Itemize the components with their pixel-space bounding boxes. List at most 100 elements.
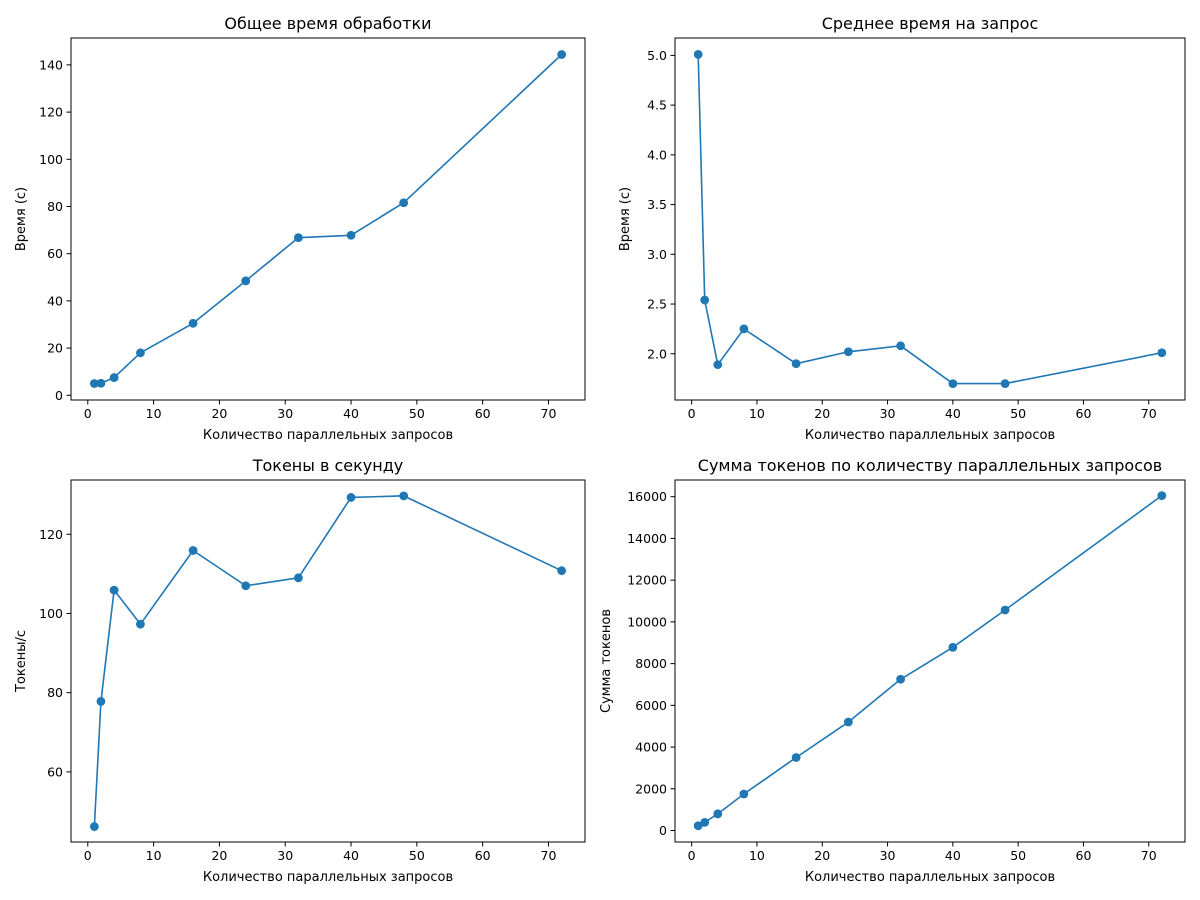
y-tick-label: 4.0 [647,147,667,162]
data-point [346,230,356,240]
x-tick-label: 70 [1141,848,1157,863]
x-tick-label: 20 [814,406,830,421]
y-tick-label: 3.0 [647,247,667,262]
x-tick-label: 70 [541,406,557,421]
data-point [96,378,106,388]
y-tick-label: 100 [39,152,63,167]
y-tick-label: 80 [47,685,63,700]
y-axis-label: Сумма токенов [599,609,614,713]
data-point [188,546,198,555]
y-tick-label: 2000 [635,781,667,796]
y-tick-label: 16000 [627,489,667,504]
x-tick-label: 70 [541,848,557,863]
y-tick-label: 4.5 [647,98,667,113]
x-tick-label: 20 [814,848,830,863]
y-tick-label: 20 [47,341,63,356]
data-point [1000,605,1010,615]
data-point [1000,379,1010,388]
x-tick-label: 0 [84,848,92,863]
x-tick-label: 50 [1010,406,1026,421]
data-point [96,696,106,706]
y-tick-label: 80 [47,199,63,214]
y-tick-label: 140 [39,57,63,72]
x-tick-label: 30 [880,848,896,863]
x-tick-label: 10 [146,406,162,421]
y-tick-label: 6000 [635,698,667,713]
x-tick-label: 60 [475,848,491,863]
data-point [241,276,251,286]
series-line [697,495,1163,827]
y-tick-label: 2.0 [647,346,667,361]
data-point [700,295,710,305]
data-point [109,585,119,595]
x-tick-label: 0 [688,406,696,421]
data-point [293,573,303,583]
data-point [293,233,303,243]
data-point [109,373,119,382]
y-tick-label: 12000 [627,573,667,588]
subplot-3: Токены в секунду 0 10 20 30 40 50 60 70 60 80 100 12… [14,456,586,885]
y-tick-label: 3.5 [647,197,667,212]
chart-title: Среднее время на запрос [822,14,1039,33]
y-tick-label: 10000 [627,614,667,629]
x-tick-label: 20 [211,848,227,863]
y-tick-label: 100 [39,606,63,621]
x-tick-label: 50 [1010,848,1026,863]
data-point [896,341,906,351]
data-point [948,642,958,652]
data-point [188,318,198,328]
y-tick-label: 2.5 [647,297,667,312]
y-tick-label: 14000 [627,531,667,546]
data-point [693,50,703,59]
chart-title: Общее время обработки [224,14,431,33]
y-axis-label: Время (с) [14,187,29,251]
x-tick-label: 50 [409,848,425,863]
x-tick-label: 0 [688,848,696,863]
x-axis-label: Количество параллельных запросов [203,870,453,885]
x-tick-label: 30 [277,848,293,863]
x-tick-label: 0 [84,406,92,421]
data-point [89,822,99,831]
series-line [697,54,1162,385]
series-line [93,495,562,827]
y-tick-label: 60 [47,246,63,261]
y-tick-label: 120 [39,527,63,542]
y-tick-label: 0 [55,388,63,403]
y-axis-label: Токены/с [14,630,29,693]
x-tick-label: 60 [1076,406,1092,421]
x-tick-label: 40 [343,848,359,863]
data-point [739,324,749,334]
y-tick-label: 5.0 [647,48,667,63]
data-point [713,360,723,370]
x-axis-label: Количество параллельных запросов [805,870,1055,885]
x-tick-label: 30 [277,406,293,421]
x-tick-label: 40 [343,406,359,421]
data-point [399,491,409,501]
chart-title: Сумма токенов по количеству параллельных… [698,456,1162,475]
data-point [241,581,251,591]
series-line [94,53,563,385]
y-tick-label: 40 [47,293,63,308]
chart-title: Токены в секунду [252,456,404,475]
data-point [843,717,853,727]
y-tick-label: 60 [47,764,63,779]
x-axis-label: Количество параллельных запросов [203,428,453,443]
subplot-2: Среднее время на запрос 0 10 20 30 40 50 60 70 2.… [618,14,1186,443]
data-point [700,817,710,827]
x-tick-label: 60 [475,406,491,421]
y-tick-label: 8000 [635,656,667,671]
subplot-1: Общее время обработки 0 10 20 30 40 50 60 70 0 20 4… [14,14,586,443]
y-tick-label: 120 [39,105,63,120]
x-tick-label: 50 [409,406,425,421]
data-point [557,566,567,576]
data-point [346,493,356,502]
x-tick-label: 40 [945,406,961,421]
data-point [1157,491,1167,501]
data-point [843,347,853,357]
data-point [739,789,749,799]
data-point [791,359,801,369]
subplot-4: Сумма токенов по количеству параллельных… [599,456,1186,885]
axes-frame [674,37,1186,401]
axes-frame [674,479,1186,843]
